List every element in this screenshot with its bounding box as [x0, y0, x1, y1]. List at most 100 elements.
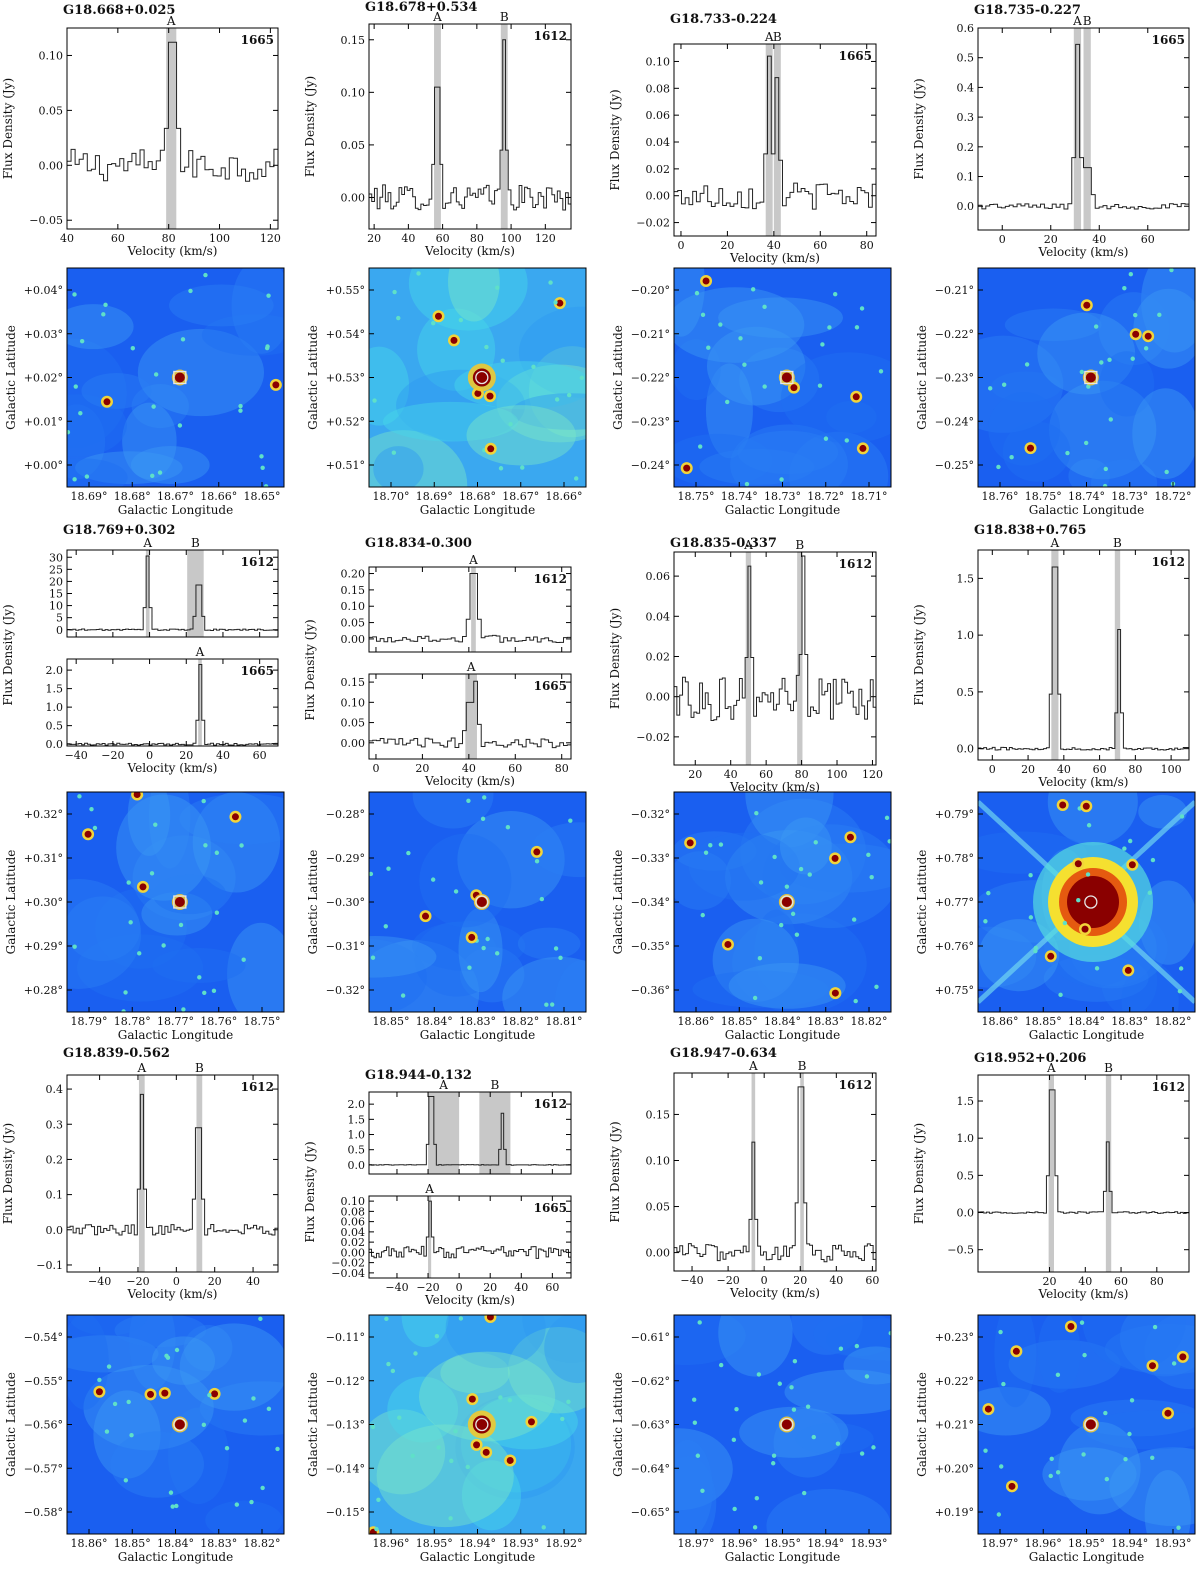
point-source — [752, 995, 758, 1001]
galactic-longitude-label: Galactic Longitude — [118, 1550, 233, 1564]
diffuse-emission — [130, 445, 210, 484]
galactic-longitude-label: Galactic Longitude — [118, 1028, 233, 1042]
point-source-core — [1144, 332, 1152, 340]
point-source — [844, 438, 849, 443]
y-tick-label: 0.00 — [341, 737, 366, 750]
glimpse-image: +0.04° +0.03° +0.02° +0.01° +0.00° 18.69° 18.6… — [4, 267, 285, 517]
y-tick-label: 0.02 — [646, 650, 671, 663]
lon-tick-label: 18.82° — [502, 1015, 539, 1028]
x-tick-label: 80 — [162, 232, 176, 245]
y-tick-label: −0.02 — [636, 731, 670, 744]
point-source — [384, 1316, 389, 1322]
point-source — [573, 476, 579, 481]
diffuse-emission — [1099, 351, 1155, 417]
point-source — [579, 375, 585, 381]
point-source-core — [1081, 925, 1089, 933]
lon-tick-label: 18.95° — [416, 1537, 453, 1550]
point-source — [390, 1368, 396, 1374]
component-label: B — [500, 10, 509, 24]
point-source — [762, 304, 767, 310]
lat-tick-label: −0.54° — [24, 1331, 63, 1344]
point-source-core — [487, 445, 495, 453]
target-source — [1085, 1419, 1096, 1430]
maser-position-marker — [475, 370, 489, 385]
flux-density-label: Flux Density (Jy) — [912, 78, 926, 179]
spectrum-panel-1665: −0.04−0.020.000.020.040.060.080.10 −40 −20… — [331, 1182, 572, 1307]
y-tick-label: 1.5 — [957, 1095, 975, 1108]
lat-tick-label: +0.51° — [326, 459, 365, 472]
source-title: G18.947-0.634 — [670, 1046, 777, 1061]
point-source — [854, 325, 860, 330]
point-source — [234, 1502, 240, 1507]
diffuse-emission — [110, 1431, 205, 1498]
y-tick-label: 0.10 — [646, 55, 671, 68]
x-tick-label: 40 — [767, 239, 781, 252]
flux-density-label: Flux Density (Jy) — [303, 76, 317, 177]
point-source — [859, 306, 865, 311]
y-tick-label: 10 — [49, 600, 63, 613]
lon-tick-label: 18.85° — [721, 1015, 758, 1028]
spectrum-frame — [368, 673, 572, 760]
x-tick-label: 40 — [60, 232, 74, 245]
diffuse-emission — [373, 446, 424, 487]
y-tick-label: 0.15 — [646, 1108, 671, 1121]
diffuse-emission — [152, 948, 246, 983]
x-tick-label: 20 — [793, 1274, 807, 1287]
point-source-core — [84, 830, 92, 838]
point-source — [1150, 1455, 1155, 1461]
point-source — [188, 288, 193, 294]
maser-position-marker — [475, 1417, 489, 1432]
velocity-window — [434, 24, 441, 229]
y-tick-label: 0.0 — [957, 1207, 975, 1220]
point-source-core — [146, 1390, 154, 1398]
diffuse-emission — [762, 824, 891, 929]
diffuse-emission — [813, 1315, 891, 1357]
spectrum-panel-1612: 0.0 0.5 1.0 1.5 0 20 40 60 80 100 1612 A B Velocity (… — [957, 536, 1190, 789]
velocity-axis-label: Velocity (km/s) — [729, 1286, 820, 1300]
point-source — [1086, 823, 1092, 828]
diffuse-emission — [718, 1315, 793, 1377]
x-tick-label: 0 — [173, 1275, 180, 1288]
lon-tick-label: 18.96° — [721, 1537, 758, 1550]
point-source — [1102, 483, 1108, 487]
point-source — [718, 842, 724, 847]
lat-tick-label: −0.24° — [935, 415, 974, 428]
lat-tick-label: +0.30° — [24, 896, 63, 909]
point-source — [691, 1397, 697, 1402]
spectrum-panel-1612: −0.5 0.0 0.5 1.0 1.5 20 40 60 80 1612 A B Velocity (… — [947, 1061, 1190, 1301]
y-tick-label: 0.0 — [957, 200, 975, 213]
glimpse-image: −0.11° −0.12° −0.13° −0.14° −0.15° 18.96° 18.9… — [306, 1314, 587, 1564]
y-tick-label: 0.05 — [341, 139, 366, 152]
component-label: A — [142, 536, 152, 550]
lon-tick-label: 18.67° — [502, 490, 539, 503]
point-source — [376, 1497, 381, 1502]
point-source — [203, 843, 208, 848]
x-tick-label: 60 — [1141, 233, 1155, 246]
lat-tick-label: −0.24° — [631, 459, 670, 472]
point-source — [383, 924, 388, 929]
galactic-latitude-label: Galactic Latitude — [611, 325, 625, 430]
point-source — [854, 1343, 860, 1349]
point-source-core — [533, 848, 541, 856]
spectrum-line — [67, 41, 278, 182]
y-tick-label: 0.1 — [957, 171, 975, 184]
point-source-core — [468, 1395, 476, 1403]
point-source — [534, 859, 540, 864]
point-source-core — [211, 1390, 219, 1398]
velocity-window — [1051, 550, 1059, 760]
spectrum-line — [978, 1089, 1189, 1214]
diffuse-emission — [784, 1369, 891, 1415]
diffuse-emission — [382, 401, 519, 442]
x-tick-label: 40 — [1078, 1275, 1092, 1288]
velocity-window — [196, 1075, 203, 1272]
point-source — [744, 481, 750, 487]
diffuse-emission — [401, 1315, 449, 1348]
target-source — [781, 897, 792, 907]
x-tick-label: −20 — [126, 1275, 149, 1288]
point-source — [103, 302, 108, 308]
point-source — [242, 1418, 248, 1423]
spectrum-line — [369, 573, 571, 644]
diffuse-emission — [779, 817, 832, 875]
diffuse-emission — [148, 792, 191, 869]
spectrum-panel-1612: −0.1 0.0 0.1 0.2 0.3 0.4 −40 −20 0 20 40 1612 A B Velo… — [36, 1061, 279, 1301]
